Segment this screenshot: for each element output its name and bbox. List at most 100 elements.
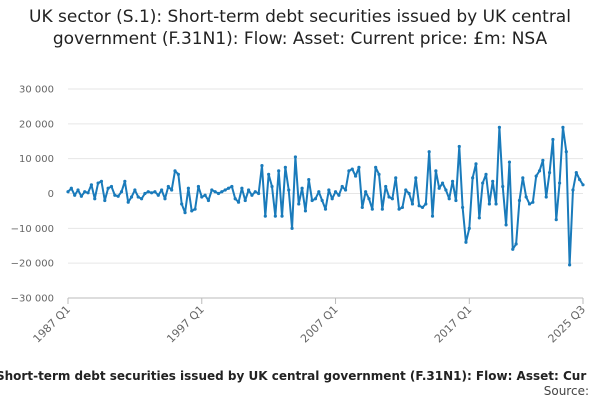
point (300, 186, 304, 190)
point (534, 174, 538, 178)
point (106, 186, 110, 190)
source: Source: (544, 384, 589, 398)
point (507, 160, 512, 164)
point (347, 169, 351, 173)
point (544, 195, 548, 199)
point (213, 190, 217, 194)
point (531, 200, 535, 204)
y-tick-label: −30 000 (11, 294, 54, 305)
point (86, 191, 90, 195)
point (146, 190, 150, 194)
point (581, 183, 585, 187)
point (267, 172, 271, 176)
point (93, 197, 97, 201)
point (474, 162, 478, 166)
point (437, 186, 441, 190)
point (79, 194, 83, 198)
point (183, 211, 187, 215)
point (377, 172, 381, 176)
point (323, 207, 328, 211)
point (69, 186, 73, 190)
point (414, 176, 418, 180)
point (384, 184, 388, 189)
point (203, 193, 207, 197)
point (287, 188, 291, 192)
point (494, 202, 498, 206)
point (517, 198, 522, 203)
point (440, 181, 445, 185)
point (186, 186, 190, 190)
x-tick-label: 2007 Q1 (298, 303, 341, 346)
x-tick-label: 1987 Q1 (31, 303, 74, 346)
point (99, 179, 104, 183)
y-tick-label: 0 (48, 189, 54, 200)
point (290, 226, 294, 230)
point (73, 193, 77, 197)
point (193, 207, 197, 211)
point (404, 188, 408, 192)
point (273, 214, 277, 218)
point (511, 247, 515, 251)
point (481, 181, 485, 185)
point (153, 190, 157, 194)
point (173, 169, 177, 173)
point (537, 169, 542, 173)
y-tick-label: −20 000 (11, 259, 54, 270)
point (561, 125, 565, 129)
point (551, 137, 555, 142)
point (143, 191, 147, 196)
point (113, 193, 117, 197)
point (327, 188, 331, 192)
point (270, 184, 274, 189)
point (564, 150, 568, 154)
point (119, 190, 124, 194)
point (253, 190, 257, 194)
point (206, 198, 211, 203)
point (220, 190, 224, 194)
point (578, 177, 582, 182)
point (427, 150, 431, 154)
point (166, 184, 170, 189)
point (527, 202, 532, 206)
point (303, 209, 308, 213)
point (89, 183, 94, 187)
point (357, 165, 361, 169)
y-tick-label: 20 000 (19, 119, 54, 130)
x-tick-label: 2017 Q1 (432, 303, 475, 346)
series-line (67, 126, 584, 266)
x-tick-label: 1997 Q1 (164, 303, 207, 346)
point (66, 190, 70, 194)
point (126, 200, 130, 204)
point (320, 198, 324, 203)
point (374, 165, 378, 169)
point (497, 125, 501, 129)
point (477, 216, 481, 220)
point (541, 158, 545, 163)
point (333, 190, 338, 194)
point (397, 207, 401, 211)
point (524, 195, 528, 199)
point (257, 191, 261, 196)
point (390, 197, 394, 201)
point (447, 197, 451, 201)
point (487, 202, 491, 206)
point (200, 195, 204, 199)
point (176, 172, 180, 176)
point (380, 207, 384, 211)
point (260, 164, 264, 168)
point (521, 176, 525, 180)
point (210, 188, 214, 192)
point (360, 205, 364, 210)
point (263, 214, 267, 218)
point (454, 198, 458, 203)
point (568, 263, 572, 267)
point (450, 179, 455, 183)
point (139, 197, 144, 201)
point (196, 184, 201, 189)
point (424, 202, 428, 206)
point (574, 171, 578, 175)
point (293, 155, 298, 159)
point (340, 184, 344, 189)
point (180, 202, 184, 206)
point (464, 240, 468, 244)
